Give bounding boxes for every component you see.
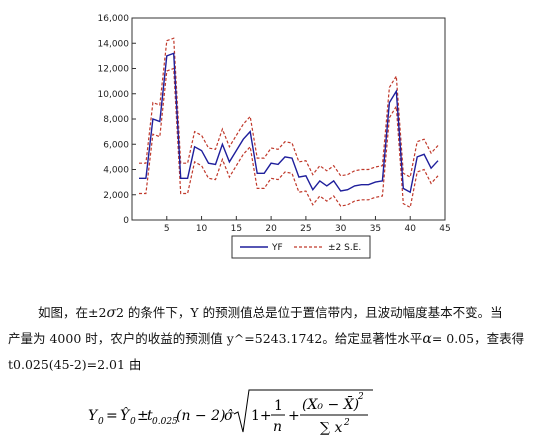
x-tick-label: 15	[231, 224, 242, 234]
plot-frame	[131, 17, 446, 221]
formula-frac2-num: (X₀ − X̄)	[302, 395, 359, 413]
formula-svg: Y 0 = Ŷ 0 ± t 0.025 (n − 2) σ̂ 1+ 1 n + …	[88, 389, 373, 436]
p2-text: 产量为 4000 时，农户的收益的预测值 y^=5243.1742。给定显著性水…	[8, 331, 423, 346]
y-tick-label: 12,000	[98, 65, 130, 75]
y-tick-label: 4,000	[103, 166, 129, 176]
paragraph-3: t0.025(45-2)=2.01 由	[8, 352, 528, 378]
x-tick-label: 30	[335, 224, 347, 234]
formula-t-sub: 0.025	[152, 417, 178, 427]
sigma-symbol: σ	[106, 305, 116, 321]
formula-df: (n − 2)	[176, 408, 225, 424]
p1-text: 如图，在±2	[38, 305, 107, 320]
x-tick-label: 25	[300, 224, 311, 234]
formula-frac1-num: 1	[274, 398, 283, 414]
formula-lhs: Y	[88, 408, 99, 424]
y-tick-label: 0	[123, 216, 129, 226]
y-tick-label: 6,000	[103, 140, 129, 150]
series-upper-band-line	[139, 37, 439, 179]
forecast-chart: 0 2,000 4,000 6,000 8,000 10,000 12,000 14,000 1…	[60, 0, 465, 270]
x-tick-label: 35	[370, 224, 381, 234]
y-tick-label: 2,000	[103, 191, 129, 201]
legend-label-yf: YF	[271, 243, 283, 253]
formula-frac2-den-exp: 2	[343, 418, 350, 428]
x-tick-label: 45	[439, 224, 450, 234]
y-tick-label: 16,000	[98, 14, 130, 24]
y-tick-label: 14,000	[98, 39, 130, 49]
alpha-symbol: α	[422, 331, 432, 347]
formula-yhat-sub: 0	[130, 417, 136, 427]
formula-t: t	[147, 408, 153, 424]
p2-text-b: = 0.05，查表得	[431, 331, 525, 346]
y-tick-label: 10,000	[98, 90, 130, 100]
series-yf-line	[139, 52, 439, 194]
p1-text-b: 2 的条件下，Y 的预测值总是位于置信带内，且波动幅度基本不变。当	[116, 305, 503, 320]
formula-frac2-den: ∑ x	[320, 420, 342, 436]
paragraph-2: 产量为 4000 时，农户的收益的预测值 y^=5243.1742。给定显著性水…	[8, 326, 528, 352]
x-tick-label: 20	[265, 224, 277, 234]
x-tick-label: 40	[404, 224, 416, 234]
formula-sigma: σ̂	[224, 408, 234, 424]
chart-svg: 0 2,000 4,000 6,000 8,000 10,000 12,000 14,000 1…	[98, 14, 451, 259]
prediction-interval-formula: Y 0 = Ŷ 0 ± t 0.025 (n − 2) σ̂ 1+ 1 n + …	[88, 384, 378, 440]
formula-sqrt-sign	[233, 389, 373, 433]
formula-one-plus: 1+	[251, 408, 272, 424]
formula-frac2-num-exp: 2	[357, 392, 364, 402]
formula-eq: =	[106, 408, 118, 424]
y-tick-label: 8,000	[103, 115, 129, 125]
formula-yhat: Ŷ	[120, 406, 131, 424]
x-tick-label: 10	[196, 224, 208, 234]
legend-label-se: ±2 S.E.	[328, 243, 361, 253]
formula-plus: +	[288, 408, 300, 424]
formula-frac1-den: n	[273, 419, 282, 435]
paragraph-1: 如图，在±2σ2 的条件下，Y 的预测值总是位于置信带内，且波动幅度基本不变。当	[38, 300, 558, 326]
series-lower-band-line	[139, 67, 439, 209]
formula-lhs-sub: 0	[98, 417, 104, 427]
formula-pm: ±	[137, 408, 149, 424]
p3-text: t0.025(45-2)=2.01 由	[8, 357, 142, 372]
x-tick-label: 5	[164, 224, 170, 234]
